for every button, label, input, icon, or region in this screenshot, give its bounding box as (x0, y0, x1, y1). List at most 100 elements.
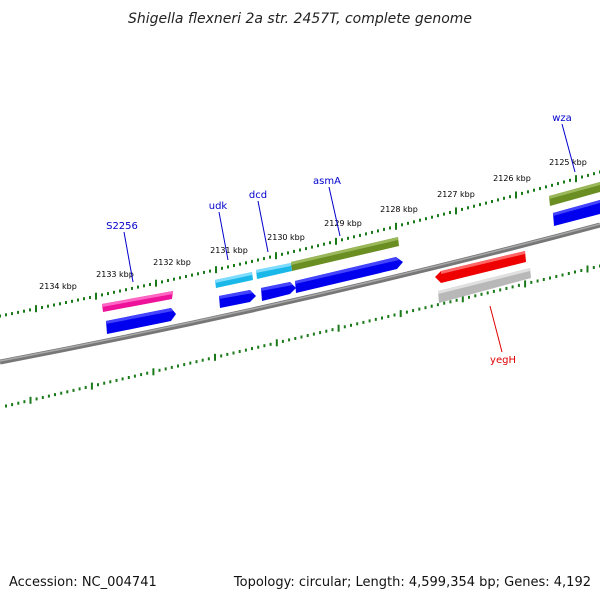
minor-tick (5, 404, 7, 408)
minor-tick (503, 196, 505, 200)
minor-tick (127, 376, 130, 379)
minor-tick (158, 368, 161, 372)
asmA-cds[interactable] (295, 257, 403, 293)
minor-tick (381, 316, 383, 320)
minor-tick (164, 367, 167, 371)
minor-tick (485, 201, 487, 205)
major-tick (395, 222, 397, 230)
minor-tick (84, 386, 87, 389)
minor-tick (170, 365, 173, 369)
minor-tick (299, 248, 301, 252)
minor-tick (251, 347, 253, 351)
minor-tick (146, 371, 149, 375)
major-tick (399, 310, 402, 318)
minor-tick (405, 310, 408, 314)
minor-tick (288, 338, 291, 342)
minor-tick (72, 388, 75, 392)
minor-tick (263, 257, 265, 261)
scale-label-2127: 2127 kbp (437, 190, 475, 199)
gene-label-yegH[interactable]: yegH (490, 355, 516, 366)
gene-label-asmA[interactable]: asmA (313, 176, 341, 187)
minor-tick (377, 229, 379, 233)
minor-tick (257, 345, 260, 349)
minor-tick (29, 308, 31, 312)
minor-tick (467, 206, 469, 210)
minor-tick (383, 227, 385, 231)
minor-tick (468, 295, 470, 299)
major-tick (35, 305, 37, 313)
minor-tick (11, 403, 14, 407)
minor-tick (580, 269, 583, 272)
gene-label-udk[interactable]: udk (209, 201, 228, 212)
minor-tick (443, 212, 445, 216)
scale-labels: 2134 kbp 2133 kbp 2132 kbp 2131 kbp 2130… (39, 158, 587, 291)
major-tick (215, 266, 217, 274)
minor-tick (311, 245, 313, 249)
minor-tick (449, 211, 451, 214)
minor-tick (227, 265, 229, 269)
minor-tick (374, 317, 377, 321)
major-tick (524, 280, 527, 288)
minor-tick (407, 221, 409, 225)
minor-tick (401, 223, 403, 227)
minor-tick (232, 351, 235, 355)
minor-tick (317, 244, 319, 248)
gene-label-wza[interactable]: wza (552, 113, 572, 124)
minor-tick (418, 307, 421, 311)
minor-tick (533, 188, 535, 192)
minor-tick (325, 329, 328, 333)
minor-tick (527, 190, 529, 194)
minor-tick (511, 285, 514, 289)
minor-tick (71, 299, 73, 303)
minor-tick (551, 183, 553, 187)
s2256-cds[interactable] (106, 308, 176, 334)
minor-tick (312, 332, 315, 336)
minor-tick (419, 218, 421, 222)
minor-tick (121, 377, 124, 381)
minor-tick (474, 294, 477, 298)
major-tick (275, 252, 277, 260)
minor-tick (569, 178, 571, 182)
major-tick (455, 207, 457, 215)
minor-tick (103, 381, 106, 385)
minor-tick (294, 337, 297, 340)
minor-tick (17, 310, 19, 314)
scale-label-2134: 2134 kbp (39, 282, 77, 291)
minor-tick (350, 323, 352, 327)
major-tick (29, 396, 32, 404)
major-tick (337, 324, 340, 332)
minor-tick (561, 273, 564, 277)
minor-tick (239, 262, 241, 266)
minor-tick (593, 172, 595, 176)
map-title: Shigella flexneri 2a str. 2457T, complet… (128, 11, 472, 27)
minor-tick (536, 279, 539, 283)
minor-tick (491, 200, 493, 203)
minor-tick (461, 207, 463, 211)
minor-tick (109, 380, 112, 384)
minor-tick (89, 296, 91, 299)
minor-tick (78, 387, 81, 391)
minor-tick (191, 273, 193, 277)
gene-label-dcd[interactable]: dcd (249, 190, 267, 201)
minor-tick (356, 322, 359, 326)
gene-label-s2256[interactable]: S2256 (106, 221, 138, 232)
minor-tick (329, 241, 331, 245)
minor-tick (499, 288, 502, 292)
major-tick (95, 292, 97, 300)
minor-tick (517, 283, 520, 287)
minor-tick (567, 272, 570, 275)
minor-tick (65, 301, 67, 304)
minor-tick (505, 286, 508, 290)
minor-tick (263, 344, 266, 348)
yegH-gray-feature[interactable] (438, 268, 531, 303)
wza-cds[interactable] (553, 200, 600, 226)
minor-tick (251, 259, 253, 263)
minor-tick (574, 270, 576, 274)
minor-tick (59, 302, 61, 306)
minor-tick (245, 261, 247, 265)
minor-tick (393, 313, 396, 317)
minor-tick (486, 291, 489, 295)
minor-tick (269, 255, 271, 259)
minor-tick (41, 396, 44, 399)
